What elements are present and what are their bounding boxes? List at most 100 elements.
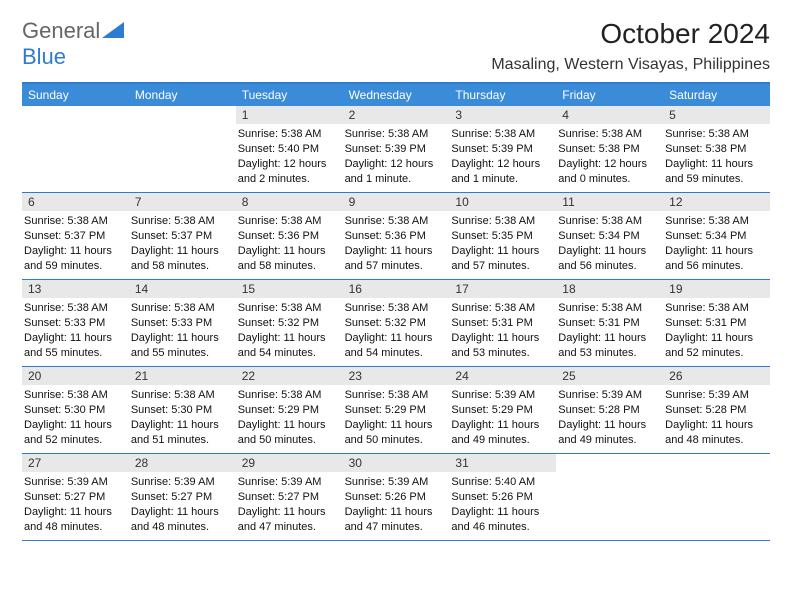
sunset-line: Sunset: 5:26 PM xyxy=(345,490,444,505)
daylight-line: Daylight: 11 hours and 57 minutes. xyxy=(345,244,444,274)
day-number: 4 xyxy=(556,106,663,124)
day-number: 28 xyxy=(129,454,236,472)
sunrise-line: Sunrise: 5:38 AM xyxy=(451,127,550,142)
day-number: 6 xyxy=(22,193,129,211)
calendar-cell: 14Sunrise: 5:38 AMSunset: 5:33 PMDayligh… xyxy=(129,280,236,366)
sunset-line: Sunset: 5:29 PM xyxy=(238,403,337,418)
sunset-line: Sunset: 5:27 PM xyxy=(131,490,230,505)
day-number: 25 xyxy=(556,367,663,385)
sunset-line: Sunset: 5:32 PM xyxy=(345,316,444,331)
day-number xyxy=(22,106,129,124)
calendar-cell: 10Sunrise: 5:38 AMSunset: 5:35 PMDayligh… xyxy=(449,193,556,279)
day-details: Sunrise: 5:38 AMSunset: 5:34 PMDaylight:… xyxy=(663,211,770,277)
day-details: Sunrise: 5:38 AMSunset: 5:31 PMDaylight:… xyxy=(449,298,556,364)
day-number: 3 xyxy=(449,106,556,124)
day-number: 7 xyxy=(129,193,236,211)
sunset-line: Sunset: 5:29 PM xyxy=(345,403,444,418)
sunset-line: Sunset: 5:39 PM xyxy=(345,142,444,157)
day-number: 27 xyxy=(22,454,129,472)
sunrise-line: Sunrise: 5:38 AM xyxy=(24,301,123,316)
calendar-week: 6Sunrise: 5:38 AMSunset: 5:37 PMDaylight… xyxy=(22,193,770,280)
day-number: 19 xyxy=(663,280,770,298)
sunset-line: Sunset: 5:28 PM xyxy=(558,403,657,418)
day-details: Sunrise: 5:38 AMSunset: 5:39 PMDaylight:… xyxy=(343,124,450,190)
day-details: Sunrise: 5:38 AMSunset: 5:32 PMDaylight:… xyxy=(343,298,450,364)
sunrise-line: Sunrise: 5:38 AM xyxy=(451,214,550,229)
daylight-line: Daylight: 12 hours and 1 minute. xyxy=(345,157,444,187)
calendar-cell: 5Sunrise: 5:38 AMSunset: 5:38 PMDaylight… xyxy=(663,106,770,192)
sunset-line: Sunset: 5:35 PM xyxy=(451,229,550,244)
day-number xyxy=(663,454,770,472)
calendar-cell: 15Sunrise: 5:38 AMSunset: 5:32 PMDayligh… xyxy=(236,280,343,366)
daylight-line: Daylight: 11 hours and 59 minutes. xyxy=(665,157,764,187)
dow-header-row: SundayMondayTuesdayWednesdayThursdayFrid… xyxy=(22,84,770,106)
day-details: Sunrise: 5:38 AMSunset: 5:31 PMDaylight:… xyxy=(663,298,770,364)
dow-header: Monday xyxy=(129,84,236,106)
sunrise-line: Sunrise: 5:38 AM xyxy=(345,388,444,403)
calendar-cell xyxy=(663,454,770,540)
day-number: 10 xyxy=(449,193,556,211)
calendar-cell xyxy=(22,106,129,192)
sunset-line: Sunset: 5:34 PM xyxy=(558,229,657,244)
daylight-line: Daylight: 12 hours and 2 minutes. xyxy=(238,157,337,187)
day-number: 24 xyxy=(449,367,556,385)
day-details: Sunrise: 5:38 AMSunset: 5:29 PMDaylight:… xyxy=(236,385,343,451)
sunrise-line: Sunrise: 5:38 AM xyxy=(665,214,764,229)
daylight-line: Daylight: 11 hours and 54 minutes. xyxy=(345,331,444,361)
sunset-line: Sunset: 5:31 PM xyxy=(451,316,550,331)
daylight-line: Daylight: 11 hours and 48 minutes. xyxy=(665,418,764,448)
calendar-cell: 30Sunrise: 5:39 AMSunset: 5:26 PMDayligh… xyxy=(343,454,450,540)
day-number: 20 xyxy=(22,367,129,385)
day-number: 8 xyxy=(236,193,343,211)
day-details: Sunrise: 5:38 AMSunset: 5:37 PMDaylight:… xyxy=(22,211,129,277)
day-number: 14 xyxy=(129,280,236,298)
sunrise-line: Sunrise: 5:38 AM xyxy=(131,214,230,229)
day-details: Sunrise: 5:39 AMSunset: 5:29 PMDaylight:… xyxy=(449,385,556,451)
daylight-line: Daylight: 11 hours and 52 minutes. xyxy=(24,418,123,448)
day-details: Sunrise: 5:38 AMSunset: 5:39 PMDaylight:… xyxy=(449,124,556,190)
daylight-line: Daylight: 11 hours and 51 minutes. xyxy=(131,418,230,448)
day-number: 17 xyxy=(449,280,556,298)
day-number: 16 xyxy=(343,280,450,298)
day-number: 2 xyxy=(343,106,450,124)
day-number: 13 xyxy=(22,280,129,298)
day-number: 5 xyxy=(663,106,770,124)
calendar-cell: 11Sunrise: 5:38 AMSunset: 5:34 PMDayligh… xyxy=(556,193,663,279)
day-number: 11 xyxy=(556,193,663,211)
day-details: Sunrise: 5:38 AMSunset: 5:30 PMDaylight:… xyxy=(22,385,129,451)
calendar-cell xyxy=(556,454,663,540)
calendar-cell: 20Sunrise: 5:38 AMSunset: 5:30 PMDayligh… xyxy=(22,367,129,453)
sunset-line: Sunset: 5:26 PM xyxy=(451,490,550,505)
day-details: Sunrise: 5:38 AMSunset: 5:38 PMDaylight:… xyxy=(556,124,663,190)
day-number: 29 xyxy=(236,454,343,472)
sunset-line: Sunset: 5:39 PM xyxy=(451,142,550,157)
brand-triangle-icon xyxy=(102,22,124,38)
dow-header: Wednesday xyxy=(343,84,450,106)
day-details: Sunrise: 5:38 AMSunset: 5:33 PMDaylight:… xyxy=(129,298,236,364)
calendar-cell: 31Sunrise: 5:40 AMSunset: 5:26 PMDayligh… xyxy=(449,454,556,540)
sunrise-line: Sunrise: 5:38 AM xyxy=(345,214,444,229)
day-number: 15 xyxy=(236,280,343,298)
sunrise-line: Sunrise: 5:38 AM xyxy=(558,127,657,142)
sunset-line: Sunset: 5:38 PM xyxy=(665,142,764,157)
day-number: 31 xyxy=(449,454,556,472)
calendar-cell: 8Sunrise: 5:38 AMSunset: 5:36 PMDaylight… xyxy=(236,193,343,279)
sunrise-line: Sunrise: 5:38 AM xyxy=(345,127,444,142)
dow-header: Tuesday xyxy=(236,84,343,106)
sunset-line: Sunset: 5:37 PM xyxy=(131,229,230,244)
title-block: October 2024 Masaling, Western Visayas, … xyxy=(491,18,770,74)
calendar-cell: 2Sunrise: 5:38 AMSunset: 5:39 PMDaylight… xyxy=(343,106,450,192)
calendar-cell: 18Sunrise: 5:38 AMSunset: 5:31 PMDayligh… xyxy=(556,280,663,366)
daylight-line: Daylight: 11 hours and 46 minutes. xyxy=(451,505,550,535)
daylight-line: Daylight: 11 hours and 47 minutes. xyxy=(238,505,337,535)
brand-logo: General xyxy=(22,18,124,44)
day-number: 30 xyxy=(343,454,450,472)
sunrise-line: Sunrise: 5:39 AM xyxy=(24,475,123,490)
calendar-cell: 13Sunrise: 5:38 AMSunset: 5:33 PMDayligh… xyxy=(22,280,129,366)
sunset-line: Sunset: 5:30 PM xyxy=(24,403,123,418)
calendar-cell: 21Sunrise: 5:38 AMSunset: 5:30 PMDayligh… xyxy=(129,367,236,453)
sunset-line: Sunset: 5:34 PM xyxy=(665,229,764,244)
daylight-line: Daylight: 11 hours and 49 minutes. xyxy=(451,418,550,448)
daylight-line: Daylight: 11 hours and 50 minutes. xyxy=(345,418,444,448)
day-details: Sunrise: 5:38 AMSunset: 5:30 PMDaylight:… xyxy=(129,385,236,451)
